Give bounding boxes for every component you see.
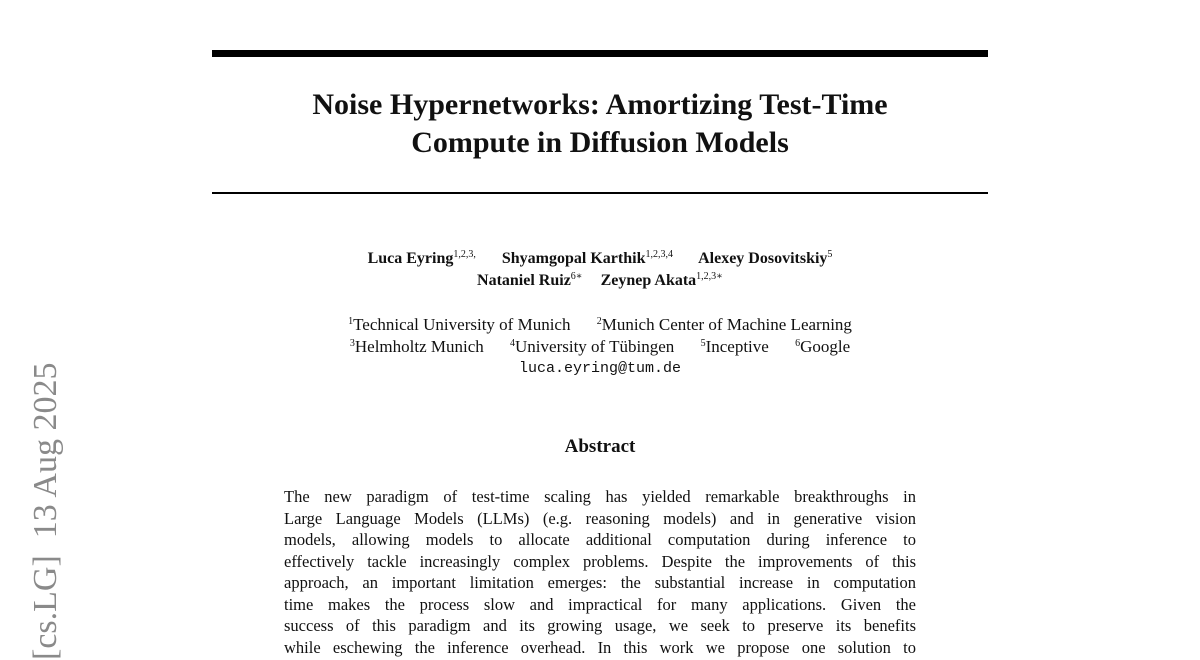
abstract-line: effectively tackle increasingly complex …: [284, 551, 916, 571]
contact-email: luca.eyring@tum.de: [518, 360, 682, 377]
author-affil-sup: 1,2,3,: [453, 249, 476, 260]
abstract-heading: Abstract: [564, 436, 636, 457]
abstract-line: Large Language Models (LLMs) (e.g. reaso…: [284, 508, 916, 528]
author-affil-sup: 6∗: [570, 271, 583, 282]
affil-sup: 1: [348, 316, 354, 327]
affiliation: University of Tübingen: [515, 337, 675, 356]
abstract-line: models, allowing models to allocate addi…: [284, 530, 916, 549]
author-list: Luca Eyring1,2,3, Shyamgopal Karthik1,2,…: [212, 248, 988, 292]
author-name: Zeynep Akata: [600, 272, 697, 289]
paper-title: Noise Hypernetworks: Amortizing Test-Tim…: [212, 86, 988, 162]
title-top-rule: [212, 50, 988, 57]
abstract-line: success of this paradigm and its growing…: [284, 616, 916, 635]
affiliation: Helmholtz Munich: [354, 337, 484, 356]
affiliation: Technical University of Munich: [353, 315, 571, 334]
affiliations: 1Technical University of Munich 2Munich …: [212, 314, 988, 380]
author-affil-sup: 1,2,3,4: [645, 249, 673, 260]
abstract-line: approach, an important limitation emerge…: [284, 573, 916, 592]
title-line: Noise Hypernetworks: Amortizing Test-Tim…: [312, 88, 888, 121]
author-affil-sup: 1,2,3∗: [696, 271, 723, 282]
abstract-body: The new paradigm of test-time scaling ha…: [284, 486, 916, 658]
affil-sup: 5: [700, 338, 706, 349]
abstract-line: The new paradigm of test-time scaling ha…: [284, 487, 916, 506]
affil-sup: 3: [349, 338, 355, 349]
arxiv-side-stamp: [cs.LG] 13 Aug 2025: [27, 362, 64, 660]
affil-sup: 2: [596, 316, 602, 327]
abstract-line: time makes the process slow and impracti…: [284, 594, 916, 614]
affiliation: Google: [800, 337, 851, 356]
author-affil-sup: 5: [827, 249, 833, 260]
affil-sup: 4: [510, 338, 516, 349]
title-line: Compute in Diffusion Models: [411, 126, 789, 159]
affiliation: Munich Center of Machine Learning: [601, 315, 852, 334]
author-name: Nataniel Ruiz: [477, 272, 571, 289]
author-name: Shyamgopal Karthik: [501, 250, 646, 267]
abstract-line: while eschewing the inference overhead. …: [284, 637, 916, 657]
affiliation: Inceptive: [705, 337, 769, 356]
author-name: Luca Eyring: [367, 250, 454, 267]
author-name: Alexey Dosovitskiy: [698, 250, 828, 267]
affil-sup: 6: [795, 338, 801, 349]
title-bottom-rule: [212, 192, 988, 194]
